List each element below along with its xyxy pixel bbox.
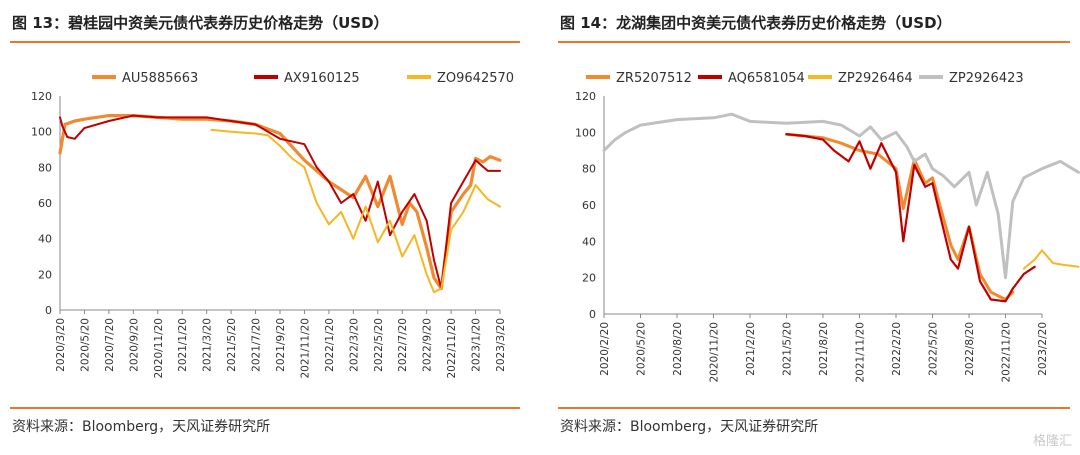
y-tick-label: 0 (45, 304, 52, 317)
x-tick-label: 2023/3/20 (495, 318, 507, 372)
watermark: 格隆汇 (1032, 434, 1072, 449)
series-line-ax9160125 (59, 114, 501, 290)
x-tick-label: 2020/7/20 (104, 318, 116, 372)
x-tick-label: 2023/2/20 (1037, 322, 1049, 376)
y-tick-label: 20 (582, 272, 596, 285)
x-tick-label: 2020/2/20 (599, 322, 611, 376)
series-line-zo9642570 (210, 128, 501, 294)
y-tick-label: 60 (582, 199, 596, 212)
legend-label: ZO9642570 (437, 71, 514, 86)
x-tick-label: 2021/1/20 (177, 318, 189, 372)
x-tick-label: 2020/11/20 (709, 322, 721, 383)
legend-label: AU5885663 (122, 71, 198, 86)
x-tick-label: 2020/3/20 (55, 318, 67, 372)
source-note: 资料来源：Bloomberg，天风证券研究所 (12, 419, 271, 435)
x-tick-label: 2021/9/20 (275, 318, 287, 372)
y-tick-label: 120 (575, 90, 596, 103)
legend-label: ZR5207512 (616, 71, 692, 86)
x-tick-label: 2022/5/20 (928, 322, 940, 376)
x-tick-label: 2022/5/20 (373, 318, 385, 372)
y-tick-label: 20 (38, 268, 52, 281)
figure-13-panel: 图 13：碧桂园中资美元债代表券历史价格走势（USD） 0 20 40 60 80 100… (0, 0, 530, 455)
y-tick-label: 100 (31, 126, 52, 139)
y-tick-label: 100 (575, 126, 596, 139)
series-line-zp2926464 (1022, 249, 1080, 270)
figure-title: 图 14：龙湖集团中资美元债代表券历史价格走势（USD） (560, 14, 952, 32)
x-tick-label: 2022/1/20 (324, 318, 336, 372)
source-note: 资料来源：Bloomberg，天风证券研究所 (560, 419, 819, 435)
x-tick-label: 2022/11/20 (1001, 322, 1013, 383)
x-tick-label: 2022/11/20 (446, 318, 458, 379)
figure-14-panel: 图 14：龙湖集团中资美元债代表券历史价格走势（USD） 0 20 40 60 80 10… (548, 0, 1080, 455)
x-tick-label: 2021/5/20 (782, 322, 794, 376)
x-tick-label: 2020/9/20 (128, 318, 140, 372)
x-tick-label: 2022/9/20 (422, 318, 434, 372)
y-tick-label: 80 (38, 161, 52, 174)
y-tick-label: 60 (38, 197, 52, 210)
x-tick-label: 2020/11/20 (153, 318, 165, 379)
x-tick-label: 2020/8/20 (672, 322, 684, 376)
x-tick-label: 2021/11/20 (855, 322, 867, 383)
y-tick-label: 40 (38, 233, 52, 246)
series-line-aq6581054 (785, 133, 1036, 303)
x-tick-label: 2022/2/20 (891, 322, 903, 376)
y-tick-label: 0 (589, 308, 596, 321)
title-rule (10, 41, 520, 43)
price-chart-figure-13: 0 20 40 60 80 100 120 2020/3/20 2020/5/20 2020/7/… (31, 71, 514, 379)
legend-label: AX9160125 (284, 71, 360, 86)
x-tick-label: 2021/2/20 (745, 322, 757, 376)
x-tick-label: 2021/7/20 (251, 318, 263, 372)
y-tick-label: 120 (31, 90, 52, 103)
legend-label: AQ6581054 (728, 71, 805, 86)
x-tick-label: 2022/8/20 (964, 322, 976, 376)
source-rule (10, 407, 520, 409)
x-tick-label: 2021/11/20 (299, 318, 311, 379)
legend-label: ZP2926423 (949, 71, 1024, 86)
x-tick-label: 2022/7/20 (397, 318, 409, 372)
x-tick-label: 2023/1/20 (471, 318, 483, 372)
y-tick-label: 40 (582, 235, 596, 248)
y-tick-label: 80 (582, 163, 596, 176)
source-rule (558, 407, 1070, 409)
title-rule (558, 41, 1070, 43)
x-tick-label: 2020/5/20 (636, 322, 648, 376)
x-tick-label: 2021/3/20 (202, 318, 214, 372)
series-line-zp2926423 (602, 112, 1080, 280)
x-tick-label: 2021/5/20 (226, 318, 238, 372)
legend-label: ZP2926464 (838, 71, 913, 86)
price-chart-figure-14: 0 20 40 60 80 100 120 2020/2/20 2020/5/20 2020/8/… (575, 71, 1080, 383)
series-line-zr5207512 (785, 132, 1015, 301)
x-tick-label: 2022/3/20 (348, 318, 360, 372)
x-tick-label: 2020/5/20 (79, 318, 91, 372)
figure-title: 图 13：碧桂园中资美元债代表券历史价格走势（USD） (12, 14, 389, 32)
x-tick-label: 2021/8/20 (818, 322, 830, 376)
